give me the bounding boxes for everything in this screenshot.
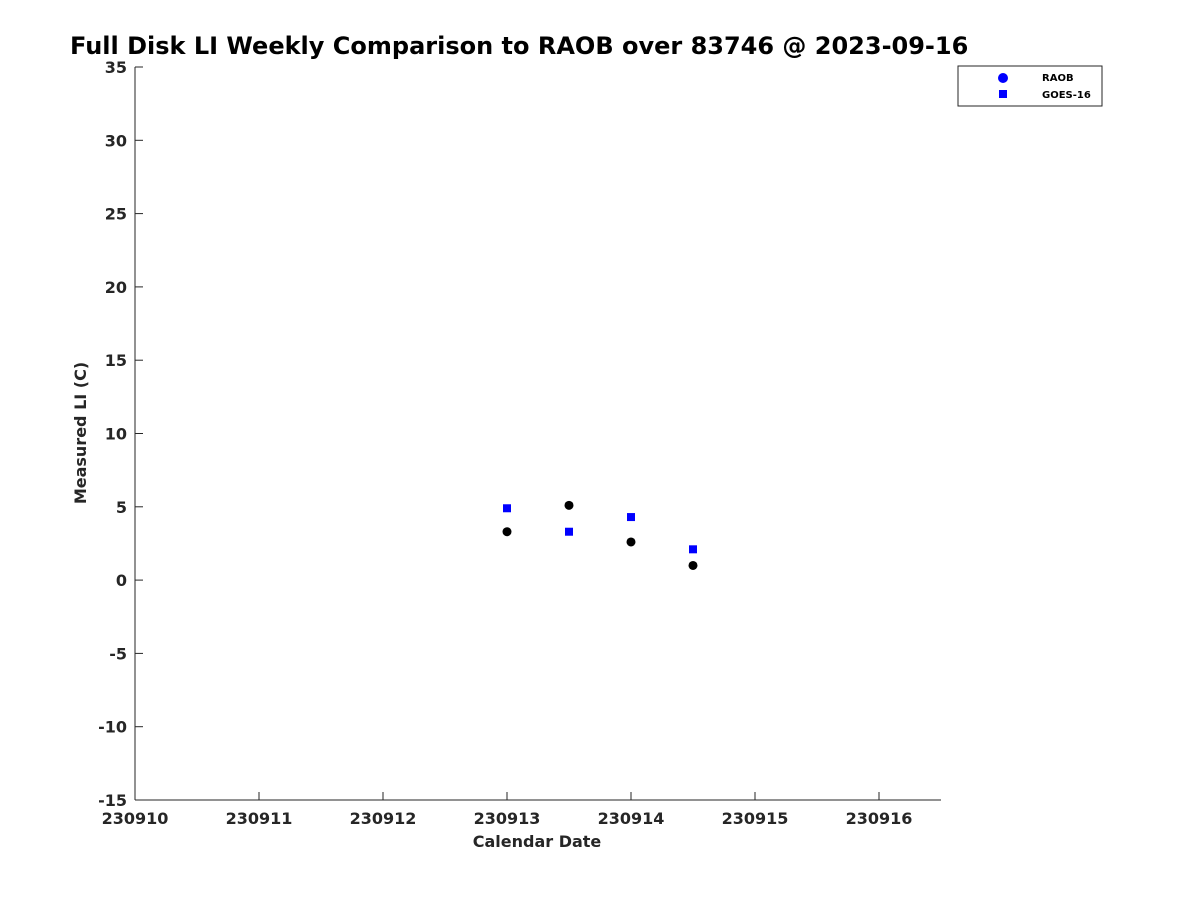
x-tick-label: 230916 — [846, 809, 913, 828]
x-tick-label: 230915 — [722, 809, 789, 828]
x-tick-label: 230912 — [350, 809, 417, 828]
legend-marker-goes16 — [999, 90, 1007, 98]
point-goes16 — [503, 504, 511, 513]
legend: RAOB GOES-16 — [957, 65, 1103, 107]
chart-title: Full Disk LI Weekly Comparison to RAOB o… — [70, 32, 968, 60]
legend-marker-raob — [998, 73, 1008, 83]
point-goes16 — [689, 545, 697, 554]
y-tick-label: 15 — [105, 351, 127, 370]
x-tick-label: 230910 — [102, 809, 169, 828]
x-tick-label: 230913 — [474, 809, 541, 828]
y-tick-label: 0 — [116, 571, 127, 590]
y-axis-label: Measured LI (C) — [71, 362, 90, 504]
point-raob — [502, 527, 512, 537]
legend-label-goes16: GOES-16 — [1042, 90, 1091, 101]
point-raob — [626, 537, 636, 547]
y-tick-label: 10 — [105, 425, 127, 444]
y-tick-label: 35 — [105, 58, 127, 77]
y-tick-label: 30 — [105, 131, 127, 150]
data-points — [502, 500, 698, 570]
legend-box — [957, 65, 1103, 107]
x-axis-label: Calendar Date — [473, 832, 602, 851]
y-tick-label: -10 — [98, 718, 127, 737]
point-goes16 — [627, 513, 635, 522]
point-goes16 — [565, 527, 573, 536]
y-tick-label: 5 — [116, 498, 127, 517]
y-tick-label: -15 — [98, 791, 127, 810]
y-ticks: -15 -10 -5 0 5 10 15 20 25 30 35 — [98, 58, 143, 810]
legend-label-raob: RAOB — [1042, 73, 1074, 84]
axes — [134, 67, 941, 801]
x-ticks: 230910 230911 230912 230913 230914 230915 2309… — [102, 792, 913, 828]
y-tick-label: -5 — [109, 644, 127, 663]
y-tick-label: 20 — [105, 278, 127, 297]
x-tick-label: 230914 — [598, 809, 665, 828]
y-tick-label: 25 — [105, 205, 127, 224]
x-tick-label: 230911 — [226, 809, 293, 828]
point-raob — [564, 500, 574, 510]
point-raob — [688, 560, 698, 570]
